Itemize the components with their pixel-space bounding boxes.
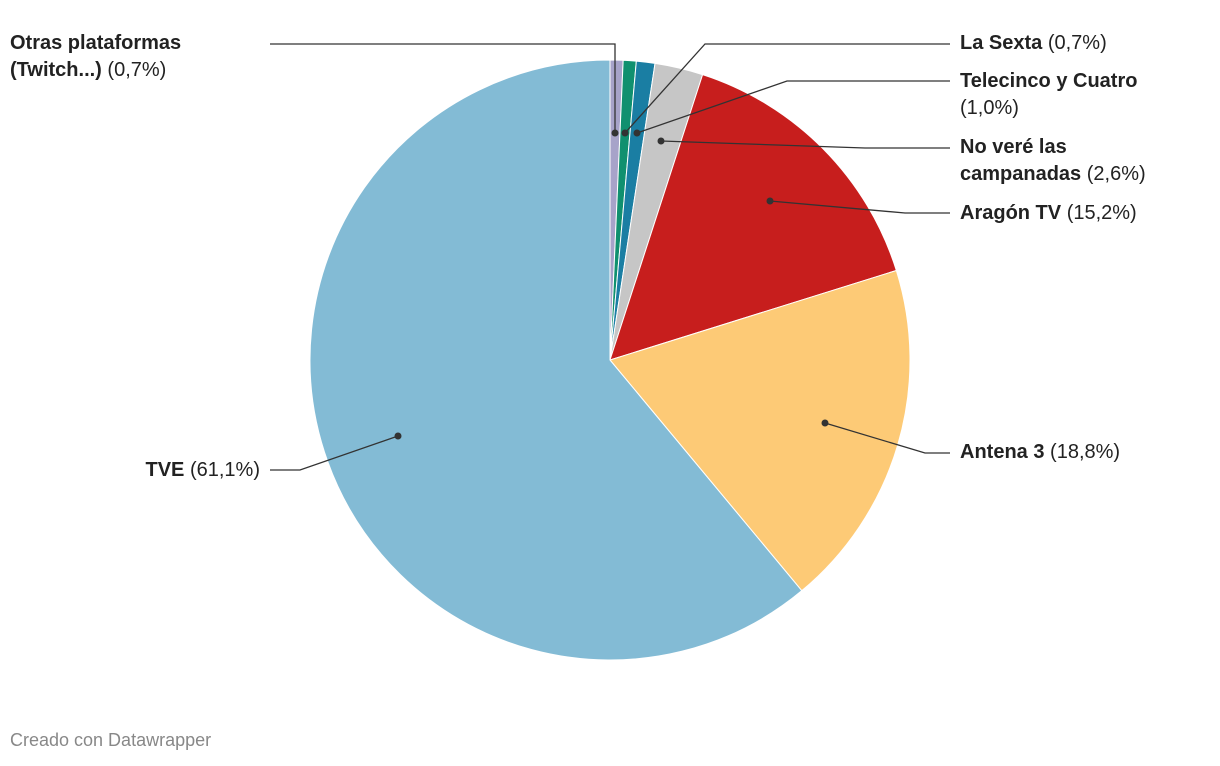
category-label: Antena 3	[960, 441, 1045, 463]
leader-line	[270, 435, 399, 471]
pie-slice	[309, 59, 803, 661]
value-label: (0,7%)	[1047, 32, 1107, 54]
leader-line	[824, 422, 950, 454]
leader-dot	[657, 137, 665, 145]
slice-label: No veré las campanadas (2,6%)	[960, 134, 1175, 188]
leader-dot	[633, 129, 641, 137]
value-label: (15,2%)	[1066, 202, 1137, 224]
slice-label: La Sexta (0,7%)	[960, 30, 1200, 57]
leader-line	[660, 140, 950, 149]
leader-line	[270, 43, 616, 133]
category-label: Otras plataformas (Twitch...)	[10, 32, 182, 81]
slice-label: Telecinco y Cuatro (1,0%)	[960, 68, 1170, 122]
footer: Creado con Datawrapper	[10, 730, 212, 750]
value-label: (1,0%)	[960, 97, 1019, 119]
value-label: (61,1%)	[189, 459, 260, 481]
slice-label: Otras plataformas (Twitch...) (0,7%)	[10, 30, 210, 84]
leader-dot	[611, 129, 619, 137]
category-label: Aragón TV	[960, 202, 1062, 224]
category-label: No veré las campanadas	[960, 136, 1082, 185]
leader-dot	[821, 419, 829, 427]
pie-slice	[609, 74, 897, 361]
leader-line	[624, 43, 950, 134]
value-label: (0,7%)	[107, 59, 167, 81]
category-label: Telecinco y Cuatro	[960, 70, 1138, 92]
leader-line	[769, 200, 950, 214]
category-label: La Sexta	[960, 32, 1043, 54]
leader-line	[636, 80, 950, 134]
slice-label: Antena 3 (18,8%)	[960, 439, 1200, 466]
value-label: (2,6%)	[1086, 163, 1146, 185]
slice-label: TVE (61,1%)	[10, 457, 261, 484]
value-label: (18,8%)	[1050, 441, 1121, 463]
leader-dot	[394, 432, 402, 440]
leader-dot	[766, 197, 774, 205]
category-label: TVE	[145, 459, 185, 481]
slice-label: Aragón TV (15,2%)	[960, 200, 1200, 227]
leader-dot	[621, 129, 629, 137]
